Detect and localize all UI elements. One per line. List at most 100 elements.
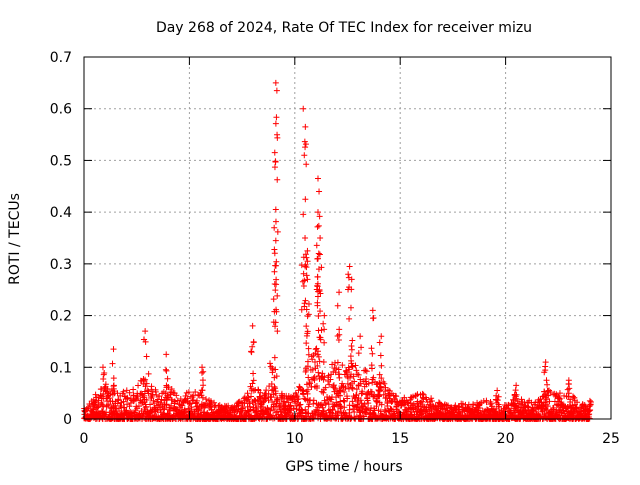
data-point bbox=[107, 391, 114, 398]
data-point bbox=[200, 382, 207, 389]
data-point bbox=[303, 323, 310, 330]
data-point bbox=[363, 368, 370, 375]
data-point bbox=[556, 395, 563, 402]
data-point bbox=[164, 375, 171, 382]
data-point bbox=[307, 380, 314, 387]
data-point bbox=[378, 375, 385, 382]
data-point bbox=[357, 380, 364, 387]
data-point bbox=[273, 276, 280, 283]
data-point bbox=[92, 391, 99, 398]
data-point bbox=[147, 407, 154, 414]
data-point bbox=[314, 223, 321, 230]
data-point bbox=[357, 333, 364, 340]
data-point bbox=[376, 371, 383, 378]
data-point bbox=[333, 365, 340, 372]
data-point bbox=[163, 367, 170, 374]
data-point bbox=[271, 354, 278, 361]
data-point bbox=[305, 374, 312, 381]
data-point bbox=[336, 374, 343, 381]
data-point bbox=[271, 224, 278, 231]
data-point bbox=[271, 164, 278, 171]
data-point bbox=[287, 402, 294, 409]
data-point bbox=[407, 405, 414, 412]
data-point bbox=[273, 87, 280, 94]
data-point bbox=[313, 242, 320, 249]
data-point bbox=[179, 402, 186, 409]
data-point bbox=[325, 372, 332, 379]
x-tick-label: 5 bbox=[185, 431, 194, 447]
data-point bbox=[492, 396, 499, 403]
x-axis-label: GPS time / hours bbox=[285, 459, 402, 475]
data-point bbox=[272, 262, 279, 269]
data-point bbox=[126, 389, 133, 396]
data-point bbox=[355, 350, 362, 357]
data-point bbox=[315, 369, 322, 376]
data-point bbox=[332, 385, 339, 392]
data-point bbox=[518, 396, 525, 403]
data-point bbox=[376, 339, 383, 346]
data-point bbox=[297, 401, 304, 408]
data-point bbox=[542, 394, 549, 401]
data-point bbox=[316, 358, 323, 365]
data-point bbox=[415, 403, 422, 410]
data-point bbox=[101, 370, 108, 377]
data-point bbox=[256, 394, 263, 401]
data-point bbox=[142, 383, 149, 390]
data-point bbox=[301, 395, 308, 402]
data-point bbox=[349, 398, 356, 405]
y-tick-label: 0 bbox=[63, 412, 72, 428]
data-point bbox=[459, 400, 466, 407]
data-point bbox=[123, 407, 130, 414]
data-point bbox=[353, 367, 360, 374]
data-point bbox=[271, 383, 278, 390]
data-point bbox=[547, 389, 554, 396]
data-point bbox=[511, 391, 518, 398]
data-point bbox=[302, 261, 309, 268]
data-point bbox=[313, 382, 320, 389]
data-point bbox=[353, 386, 360, 393]
data-point bbox=[314, 280, 321, 287]
plot-frame bbox=[83, 56, 612, 420]
data-point bbox=[365, 380, 372, 387]
data-point bbox=[410, 401, 417, 408]
data-point bbox=[304, 358, 311, 365]
data-point bbox=[303, 306, 310, 313]
data-point bbox=[381, 406, 388, 413]
data-point bbox=[300, 387, 307, 394]
data-point bbox=[331, 402, 338, 409]
data-point bbox=[305, 345, 312, 352]
data-point bbox=[320, 320, 327, 327]
data-point bbox=[143, 403, 150, 410]
data-point bbox=[378, 401, 385, 408]
y-tick-label: 0.7 bbox=[50, 50, 72, 66]
data-point bbox=[428, 395, 435, 402]
data-point bbox=[314, 175, 321, 182]
data-point bbox=[133, 396, 139, 403]
data-point bbox=[321, 312, 328, 319]
data-point bbox=[272, 218, 279, 225]
data-point bbox=[376, 392, 383, 399]
data-point bbox=[260, 399, 267, 406]
data-point bbox=[187, 400, 194, 407]
x-tick-label: 15 bbox=[391, 431, 409, 447]
data-point bbox=[198, 387, 205, 394]
data-point bbox=[495, 403, 502, 410]
data-point bbox=[313, 286, 320, 293]
data-point bbox=[341, 398, 348, 405]
data-point bbox=[120, 388, 127, 395]
data-point bbox=[253, 405, 260, 412]
data-point bbox=[381, 380, 388, 387]
data-point bbox=[263, 387, 270, 394]
data-point bbox=[344, 395, 351, 402]
data-point bbox=[368, 389, 375, 396]
data-point bbox=[267, 360, 273, 367]
data-point bbox=[314, 293, 321, 300]
grid-lines bbox=[84, 57, 611, 419]
data-point bbox=[337, 387, 344, 394]
data-point bbox=[100, 376, 107, 383]
data-point bbox=[513, 382, 520, 389]
data-point bbox=[315, 222, 322, 229]
data-point bbox=[249, 322, 256, 329]
